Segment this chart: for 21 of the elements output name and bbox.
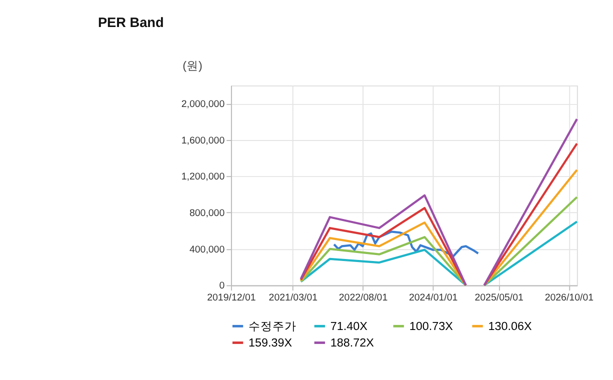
y-tick-label: 1,600,000	[181, 135, 226, 146]
y-tick-label: 1,200,000	[181, 172, 226, 183]
y-tick-label: 800,000	[189, 208, 226, 219]
x-tick-label: 2025/05/01	[474, 292, 524, 304]
y-tick-label: 400,000	[189, 244, 226, 256]
y-tick-label: 0	[219, 280, 226, 292]
legend-label: 130.06X	[488, 320, 532, 334]
chart-title: PER Band	[98, 14, 164, 30]
x-tick-label: 2026/10/01	[544, 292, 594, 304]
legend-label: 159.39X	[248, 336, 292, 350]
x-tick-label: 2019/12/01	[207, 292, 256, 304]
legend-label: 188.72X	[330, 336, 374, 350]
legend-label: 100.73X	[409, 320, 454, 334]
legend-label: 71.40X	[330, 320, 368, 334]
x-tick-label: 2021/03/01	[268, 292, 318, 304]
y-axis-title: (원)	[182, 59, 202, 72]
x-tick-label: 2022/08/01	[338, 292, 388, 304]
y-tick-label: 2,000,000	[181, 99, 226, 110]
x-tick-label: 2024/01/01	[408, 292, 458, 304]
line-series	[332, 230, 480, 258]
legend-label: 수정주가	[248, 320, 297, 334]
